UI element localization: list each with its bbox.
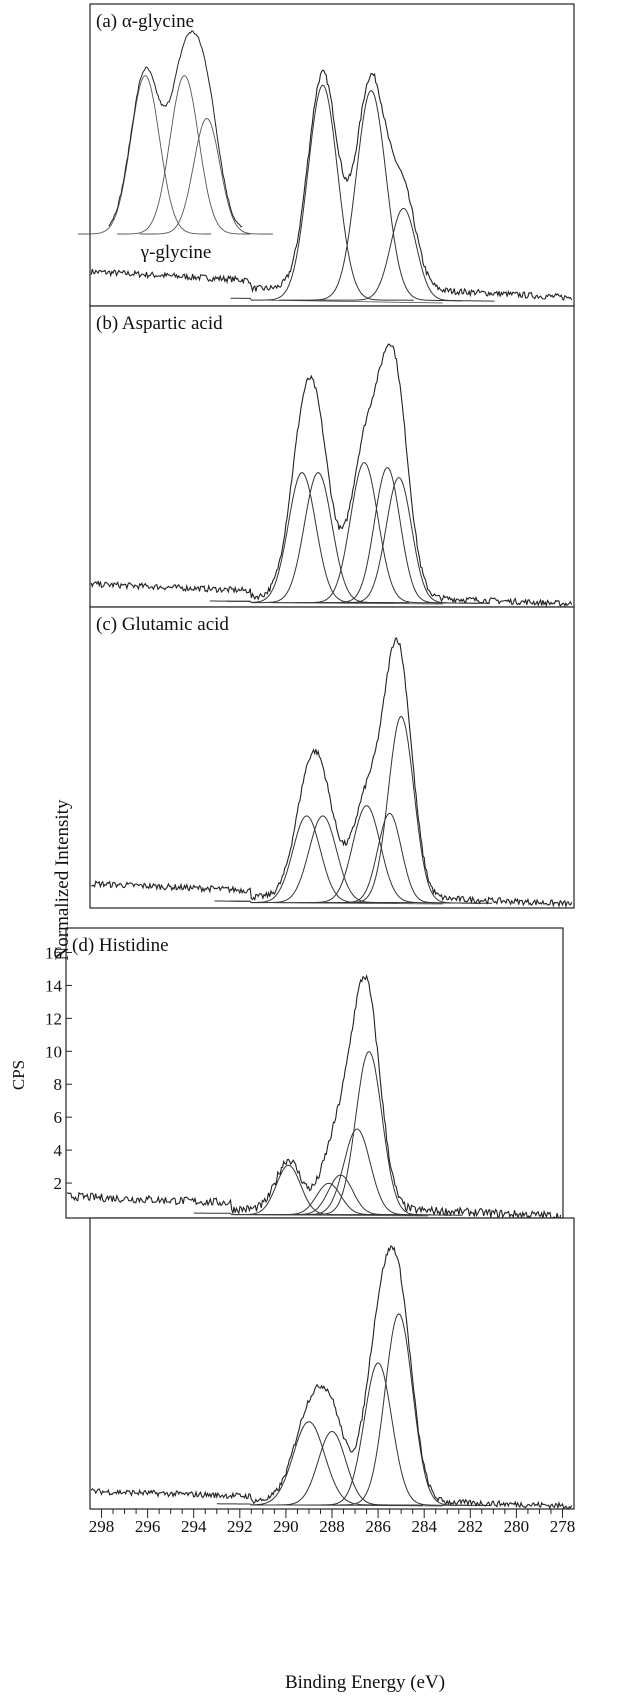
spectrum-envelope: [66, 974, 562, 1222]
fit-component-2: [279, 89, 463, 302]
x-axis: 298 296 294 292 290 288 286 284 282 280 278: [89, 1509, 575, 1536]
fit-component-5: [306, 477, 490, 604]
panel-3: (c) Glutamic acid: [89, 606, 575, 909]
cps-tick-label: 16: [45, 943, 62, 962]
inset-component-1: [78, 75, 212, 235]
spectrum-envelope: [90, 343, 573, 608]
x-tick-label: 294: [181, 1517, 207, 1536]
cps-tick-label: 4: [54, 1141, 63, 1160]
x-tick-label: 280: [504, 1517, 530, 1536]
panel-frame: [89, 1217, 575, 1510]
x-tick-label: 278: [550, 1517, 576, 1536]
cps-tick-label: 6: [54, 1108, 63, 1127]
cps-axis-label: CPS: [9, 1060, 28, 1090]
panel-5: [89, 1217, 575, 1510]
y-axis-label: Normalized Intensity: [52, 799, 73, 960]
x-tick-label: 288: [319, 1517, 345, 1536]
inset-label: γ-glycine: [140, 242, 212, 263]
fit-component-1: [230, 84, 414, 301]
fit-component-2: [226, 472, 410, 604]
cps-axis: 2 4 6 8 10 12 14 16 CPS: [9, 943, 72, 1193]
fit-component-2: [230, 815, 414, 904]
spectrum-envelope: [90, 69, 573, 301]
cps-tick-label: 12: [45, 1009, 62, 1028]
inset-gamma-glycine: γ-glycine: [78, 30, 273, 263]
x-tick-label: 286: [365, 1517, 391, 1536]
panel-frame: [89, 305, 575, 608]
background-line: [262, 602, 443, 605]
fit-component-5: [309, 715, 493, 904]
panel-2: (b) Aspartic acid: [89, 305, 575, 608]
cps-tick-label: 10: [45, 1042, 62, 1061]
panel-frame: [65, 927, 564, 1219]
fit-component-5: [274, 1051, 463, 1216]
spectrum-envelope: [90, 1245, 573, 1510]
x-tick-label: 290: [273, 1517, 299, 1536]
cps-tick-label: 14: [45, 976, 63, 995]
background-line: [262, 299, 443, 304]
fit-component-1: [193, 1164, 382, 1216]
panel-4: (d) Histidine 2 4 6 8 10 12 14 16 CPS: [9, 927, 564, 1222]
x-tick-label: 298: [89, 1517, 115, 1536]
panel-frame: [89, 3, 575, 307]
x-tick-label: 296: [135, 1517, 161, 1536]
inset-component-2: [117, 75, 251, 235]
cps-tick-label: 2: [54, 1174, 63, 1193]
x-axis-label: Binding Energy (eV): [285, 1672, 445, 1693]
x-tick-label: 292: [227, 1517, 253, 1536]
x-tick-label: 282: [458, 1517, 484, 1536]
cps-tick-label: 8: [54, 1075, 63, 1094]
panel-title: (d) Histidine: [72, 935, 169, 956]
panel-frame: [89, 606, 575, 909]
inset-component-3: [139, 118, 273, 235]
background-line: [243, 1214, 429, 1217]
panel-title: (b) Aspartic acid: [96, 313, 223, 334]
background-line: [262, 902, 443, 905]
background-line: [262, 1504, 443, 1507]
panel-title: (a) α-glycine: [96, 11, 194, 32]
panel-1: (a) α-glycine γ-glycine: [78, 3, 575, 307]
fit-component-3: [311, 207, 495, 302]
inset-envelope: [108, 30, 243, 228]
spectrum-envelope: [91, 637, 573, 909]
x-tick-label: 284: [411, 1517, 437, 1536]
panel-title: (c) Glutamic acid: [96, 614, 229, 635]
